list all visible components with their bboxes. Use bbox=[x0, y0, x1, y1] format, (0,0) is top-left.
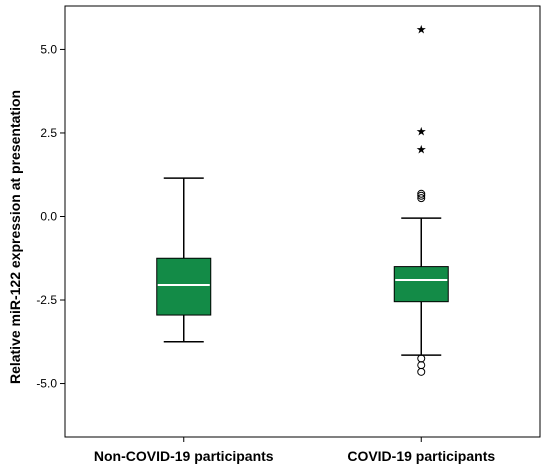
y-axis: 5.0 2.5 0.0 -2.5 -5.0 bbox=[36, 42, 65, 391]
outlier-circle bbox=[417, 189, 426, 198]
outlier-star: ★ bbox=[416, 143, 427, 157]
outlier-circle bbox=[417, 354, 426, 363]
outlier-circle bbox=[417, 367, 426, 376]
y-tick-label: 2.5 bbox=[40, 126, 57, 140]
y-tick-label: 5.0 bbox=[40, 42, 57, 56]
x-axis: Non-COVID-19 participants COVID-19 partic… bbox=[94, 437, 495, 464]
iqr-box bbox=[393, 266, 449, 303]
y-tick-label: -2.5 bbox=[36, 293, 57, 307]
boxes: ★ ★ ★ bbox=[156, 22, 449, 376]
x-category-label: COVID-19 participants bbox=[347, 448, 495, 464]
y-tick-label: 0.0 bbox=[40, 209, 57, 223]
outlier-circle bbox=[417, 361, 426, 370]
iqr-box bbox=[156, 257, 212, 316]
y-axis-title: Relative miR-122 expression at presentat… bbox=[7, 90, 23, 384]
outlier-circle bbox=[417, 191, 426, 200]
outlier-star: ★ bbox=[416, 22, 427, 36]
y-tick-label: -5.0 bbox=[36, 377, 57, 391]
plot-frame bbox=[64, 5, 541, 438]
outlier-circle bbox=[417, 194, 426, 203]
outlier-star: ★ bbox=[416, 124, 427, 138]
x-category-label: Non-COVID-19 participants bbox=[94, 448, 274, 464]
